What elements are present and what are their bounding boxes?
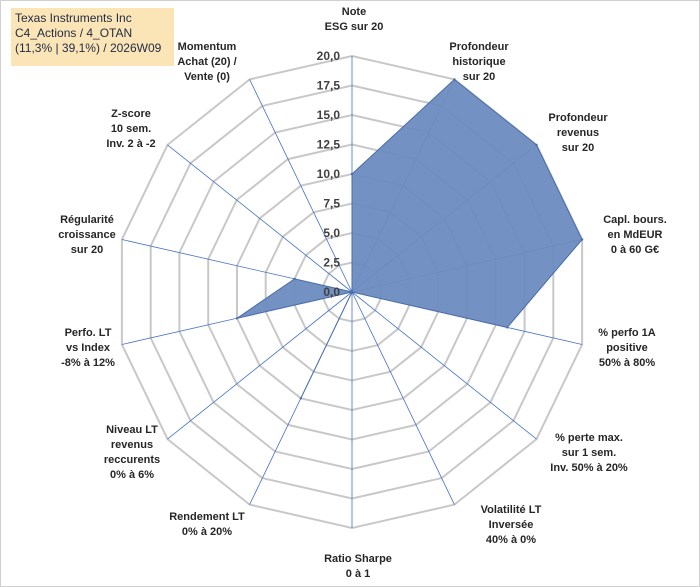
radial-tick-label: 5,0: [323, 226, 340, 240]
radial-tick-label: 12,5: [317, 138, 341, 152]
category-label-line: historique: [452, 56, 505, 68]
data-point: [580, 238, 584, 241]
category-label-line: 10 sem.: [111, 123, 151, 135]
category-label: Momentum Achat (20) / Vente (0): [177, 41, 236, 83]
category-label-line: % perte max.: [555, 432, 623, 444]
category-label-line: Vente (0): [184, 71, 230, 83]
category-label-line: 40% à 0%: [486, 534, 536, 546]
radial-tick-label: 7,5: [323, 197, 340, 211]
data-point: [535, 143, 538, 147]
category-label-line: positive: [606, 342, 648, 354]
category-label-line: Ratio Sharpe: [324, 553, 392, 565]
category-label-line: Rendement LT: [169, 511, 245, 523]
category-label-line: 0 à 60 G€: [611, 244, 659, 256]
category-label-line: Inv. 2 à -2: [106, 138, 155, 150]
data-point: [453, 78, 456, 81]
category-label-line: vs Index: [66, 342, 111, 354]
category-label-line: Capl. bours.: [603, 214, 667, 226]
category-label: Capl. bours. en MdEUR 0 à 60 G€: [603, 214, 667, 256]
category-label-line: Régularité: [60, 214, 114, 226]
data-point: [350, 290, 354, 294]
radial-tick-label: 17,5: [317, 79, 341, 93]
category-label-line: 0% à 6%: [110, 469, 154, 481]
category-label-line: Inv. 50% à 20%: [550, 462, 628, 474]
category-label-line: sur 20: [71, 244, 103, 256]
category-label: Profondeur historique sur 20: [449, 41, 509, 83]
category-label-line: en MdEUR: [608, 229, 663, 241]
category-label-line: -8% à 12%: [61, 357, 115, 369]
category-label-line: Z-score: [111, 108, 151, 120]
data-point: [506, 326, 509, 329]
radial-tick-label: 0,0: [323, 285, 340, 299]
category-label-line: % perfo 1A: [598, 327, 656, 339]
category-label: Niveau LT revenus reccurents 0% à 6%: [104, 424, 160, 481]
category-label: Note ESG sur 20: [325, 6, 384, 33]
category-label-line: 50% à 80%: [599, 357, 655, 369]
category-label-line: reccurents: [104, 454, 160, 466]
category-label-line: Perfo. LT: [65, 327, 112, 339]
title-box: Texas Instruments Inc C4_Actions / 4_OTA…: [11, 8, 174, 66]
category-label-line: Achat (20) /: [177, 56, 236, 68]
category-label-line: Note: [342, 6, 366, 18]
category-label-line: Profondeur: [449, 41, 509, 53]
category-label: Régularité croissance sur 20: [58, 214, 115, 256]
radial-tick-label: 10,0: [317, 167, 341, 181]
radial-tick-label: 15,0: [317, 108, 341, 122]
category-label-line: revenus: [111, 439, 153, 451]
axis-spoke: [249, 79, 353, 293]
category-label-line: revenus: [557, 127, 599, 139]
category-label-line: sur 20: [562, 142, 594, 154]
category-label-line: Momentum: [178, 41, 237, 53]
category-label-line: sur 1 sem.: [562, 447, 616, 459]
data-area: [236, 78, 583, 399]
category-label-line: Niveau LT: [106, 424, 158, 436]
category-label: Profondeur revenus sur 20: [548, 112, 608, 154]
title-line-2: C4_Actions / 4_OTAN: [15, 26, 133, 40]
data-point: [293, 277, 296, 281]
title-line-3: (11,3% | 39,1%) / 2026W09: [15, 41, 162, 55]
category-label-line: 0 à 1: [346, 568, 370, 580]
category-label: Ratio Sharpe 0 à 1: [324, 553, 392, 580]
axis-spoke: [167, 144, 353, 293]
radial-tick-label: 2,5: [323, 256, 340, 270]
axis-spoke: [167, 291, 353, 440]
category-label-line: Inversée: [489, 519, 534, 531]
category-label: Rendement LT 0% à 20%: [169, 511, 245, 538]
category-label: Z-score 10 sem. Inv. 2 à -2: [106, 108, 155, 150]
category-label-line: sur 20: [463, 71, 495, 83]
category-label-line: Profondeur: [548, 112, 608, 124]
axis-spoke: [351, 291, 455, 505]
data-point: [350, 172, 354, 176]
category-label-line: Volatilité LT: [481, 504, 542, 516]
data-point: [299, 397, 302, 400]
axis-spoke: [351, 291, 537, 440]
category-label: % perfo 1A positive 50% à 80%: [598, 327, 656, 369]
category-label-line: ESG sur 20: [325, 21, 384, 33]
category-label: Volatilité LT Inversée 40% à 0%: [481, 504, 542, 546]
category-label: Perfo. LT vs Index -8% à 12%: [61, 327, 115, 369]
category-label-line: 0% à 20%: [182, 526, 232, 538]
title-line-1: Texas Instruments Inc: [15, 11, 132, 25]
category-label: % perte max. sur 1 sem. Inv. 50% à 20%: [550, 432, 628, 474]
data-point: [235, 317, 239, 320]
category-label-line: croissance: [58, 229, 115, 241]
radial-tick-label: 20,0: [317, 49, 341, 63]
